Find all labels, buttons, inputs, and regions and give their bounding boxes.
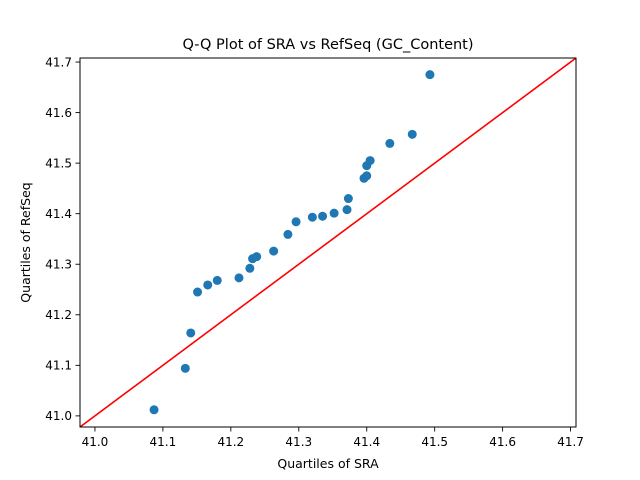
y-tick-label: 41.3 [45,258,72,272]
x-tick-label: 41.5 [421,435,448,449]
chart-title: Q-Q Plot of SRA vs RefSeq (GC_Content) [182,37,473,53]
y-tick-label: 41.7 [45,55,72,69]
data-point [385,138,395,148]
x-axis: 41.0 41.1 41.2 41.3 41.4 41.5 41.6 41.7 [82,427,584,449]
data-point [365,156,375,166]
data-point [343,194,353,204]
data-point [342,205,352,215]
x-tick-label: 41.1 [150,435,177,449]
y-tick-label: 41.5 [45,156,72,170]
axes-frame [79,57,577,428]
y-tick-label: 41.2 [45,308,72,322]
data-point [193,287,203,297]
data-point [245,263,255,273]
x-axis-label: Quartiles of SRA [277,456,379,471]
data-point [212,275,222,285]
y-tick-label: 41.4 [45,207,72,221]
data-point [269,246,279,256]
x-tick-label: 41.7 [557,435,584,449]
reference-line [80,58,576,427]
y-tick-label: 41.6 [45,106,72,120]
y-axis: 41.0 41.1 41.2 41.3 41.4 41.5 41.6 41.7 [45,55,80,423]
data-point [425,70,435,80]
data-point [180,363,190,373]
data-point [234,273,244,283]
y-tick-label: 41.0 [45,409,72,423]
x-tick-label: 41.3 [285,435,312,449]
data-point [362,171,372,181]
data-point [186,328,196,338]
data-point [203,280,213,290]
x-tick-label: 41.2 [217,435,244,449]
data-point [283,229,293,239]
x-tick-label: 41.0 [82,435,109,449]
y-axis-label: Quartiles of RefSeq [18,182,33,302]
data-point [329,208,339,218]
x-tick-label: 41.6 [489,435,516,449]
data-point [149,405,159,415]
data-point [318,211,328,221]
x-tick-label: 41.4 [353,435,380,449]
data-point [252,252,262,262]
data-point [407,129,417,139]
data-point [291,217,301,227]
y-tick-label: 41.1 [45,359,72,373]
plot-content [80,58,576,427]
data-point [307,212,317,222]
